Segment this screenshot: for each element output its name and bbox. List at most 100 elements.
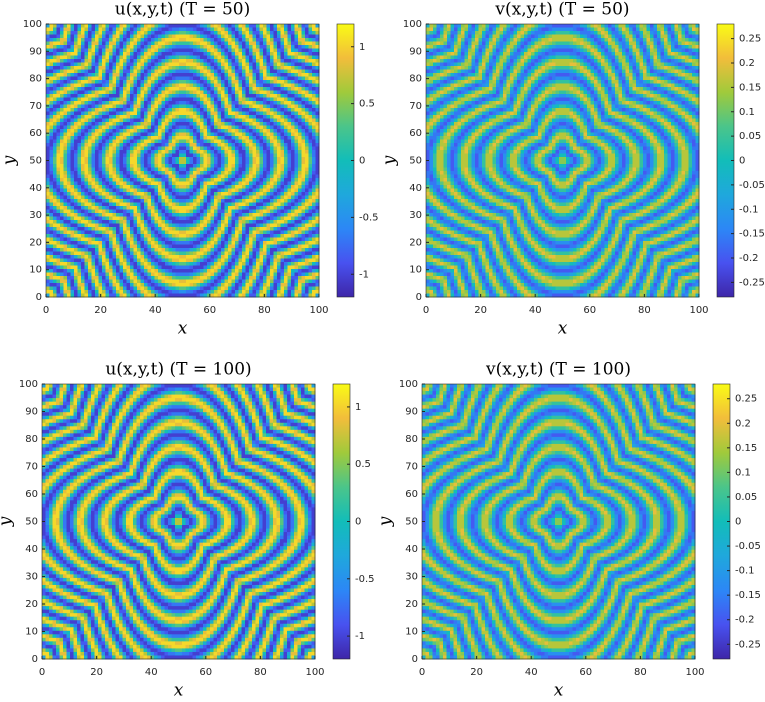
- heatmap-cell: [308, 185, 313, 189]
- heatmap-cell: [60, 83, 64, 88]
- heatmap-cell: [165, 244, 169, 249]
- heatmap-cell: [119, 143, 124, 147]
- heatmap-cell: [60, 139, 64, 144]
- heatmap-cell: [287, 199, 292, 203]
- heatmap-cell: [63, 66, 68, 70]
- heatmap-cell: [259, 52, 264, 56]
- heatmap-cell: [245, 244, 253, 249]
- heatmap-cell: [245, 143, 250, 147]
- heatmap-cell: [88, 104, 92, 109]
- heatmap-cell: [112, 265, 117, 270]
- heatmap-cell: [228, 237, 232, 242]
- heatmap-cell: [196, 111, 201, 116]
- heatmap-cell: [158, 164, 162, 168]
- heatmap-cell: [77, 157, 82, 161]
- heatmap-cell: [179, 171, 187, 175]
- heatmap-cell: [210, 62, 215, 67]
- heatmap-cell: [200, 111, 204, 116]
- heatmap-cell: [277, 234, 281, 238]
- heatmap-cell: [84, 251, 89, 256]
- heatmap-cell: [161, 62, 166, 67]
- heatmap-cell: [60, 136, 64, 140]
- heatmap-cell: [91, 122, 96, 126]
- heatmap-cell: [60, 213, 64, 217]
- heatmap-cell: [231, 45, 236, 49]
- heatmap-cell: [144, 34, 148, 39]
- heatmap-cell: [130, 111, 138, 116]
- heatmap-cell: [172, 220, 194, 224]
- heatmap-cell: [298, 160, 302, 165]
- heatmap-cell: [256, 80, 260, 84]
- heatmap-cell: [193, 73, 197, 77]
- heatmap-cell: [161, 234, 166, 238]
- heatmap-cell: [231, 195, 236, 200]
- heatmap-cell: [263, 265, 267, 270]
- heatmap-cell: [231, 181, 236, 186]
- heatmap-cell: [214, 258, 218, 263]
- heatmap-cell: [123, 52, 127, 56]
- heatmap-cell: [119, 132, 124, 137]
- heatmap-cell: [231, 52, 236, 56]
- heatmap-cell: [140, 178, 145, 182]
- heatmap-cell: [179, 258, 187, 263]
- heatmap-cell: [133, 27, 138, 32]
- heatmap-cell: [224, 69, 229, 74]
- heatmap-cell: [161, 125, 166, 130]
- heatmap-cell: [189, 34, 194, 39]
- heatmap-cell: [63, 223, 68, 228]
- heatmap-cell: [224, 48, 229, 53]
- heatmap-cell: [210, 185, 215, 189]
- heatmap-cell: [224, 122, 229, 126]
- heatmap-cell: [126, 48, 131, 53]
- heatmap-cell: [126, 115, 131, 119]
- heatmap-cell: [67, 146, 71, 151]
- heatmap-cell: [217, 192, 222, 196]
- heatmap-cell: [308, 59, 316, 63]
- heatmap-cell: [151, 230, 155, 235]
- heatmap-cell: [242, 24, 246, 28]
- heatmap-cell: [154, 48, 159, 53]
- heatmap-cell: [154, 122, 159, 126]
- heatmap-cell: [49, 115, 54, 119]
- heatmap-cell: [210, 101, 215, 105]
- heatmap-cell: [126, 255, 134, 259]
- heatmap-cell: [305, 24, 309, 28]
- heatmap-cell: [109, 202, 113, 207]
- heatmap-cell: [189, 188, 194, 193]
- heatmap-cell: [161, 230, 166, 235]
- heatmap-cell: [305, 262, 309, 266]
- heatmap-cell: [123, 209, 127, 214]
- heatmap-cell: [151, 115, 155, 119]
- heatmap-cell: [305, 143, 309, 147]
- heatmap-cell: [56, 160, 61, 165]
- heatmap-cell: [315, 101, 320, 105]
- heatmap-cell: [280, 171, 285, 175]
- heatmap-cell: [112, 132, 117, 137]
- heatmap-cell: [266, 129, 271, 133]
- heatmap-cell: [224, 255, 229, 259]
- heatmap-cell: [179, 104, 187, 109]
- heatmap-cell: [242, 45, 246, 49]
- heatmap-cell: [109, 80, 113, 84]
- heatmap-cell: [287, 76, 295, 81]
- heatmap-cell: [105, 188, 110, 193]
- heatmap-cell: [133, 69, 138, 74]
- heatmap-cell: [280, 195, 285, 200]
- heatmap-cell: [112, 269, 117, 273]
- heatmap-cell: [263, 157, 267, 161]
- heatmap-cell: [137, 164, 141, 168]
- heatmap-cell: [270, 136, 274, 140]
- heatmap-cell: [280, 265, 285, 270]
- heatmap-cell: [298, 237, 302, 242]
- heatmap-cell: [91, 181, 96, 186]
- heatmap-cell: [196, 59, 201, 63]
- heatmap-cell: [95, 97, 99, 102]
- heatmap-cell: [235, 251, 239, 256]
- heatmap-cell: [270, 38, 274, 42]
- heatmap-cell: [53, 139, 57, 144]
- heatmap-cell: [102, 157, 106, 161]
- heatmap-cell: [238, 209, 243, 214]
- heatmap-cell: [291, 244, 295, 249]
- heatmap-cell: [196, 146, 201, 151]
- heatmap-cell: [203, 45, 208, 49]
